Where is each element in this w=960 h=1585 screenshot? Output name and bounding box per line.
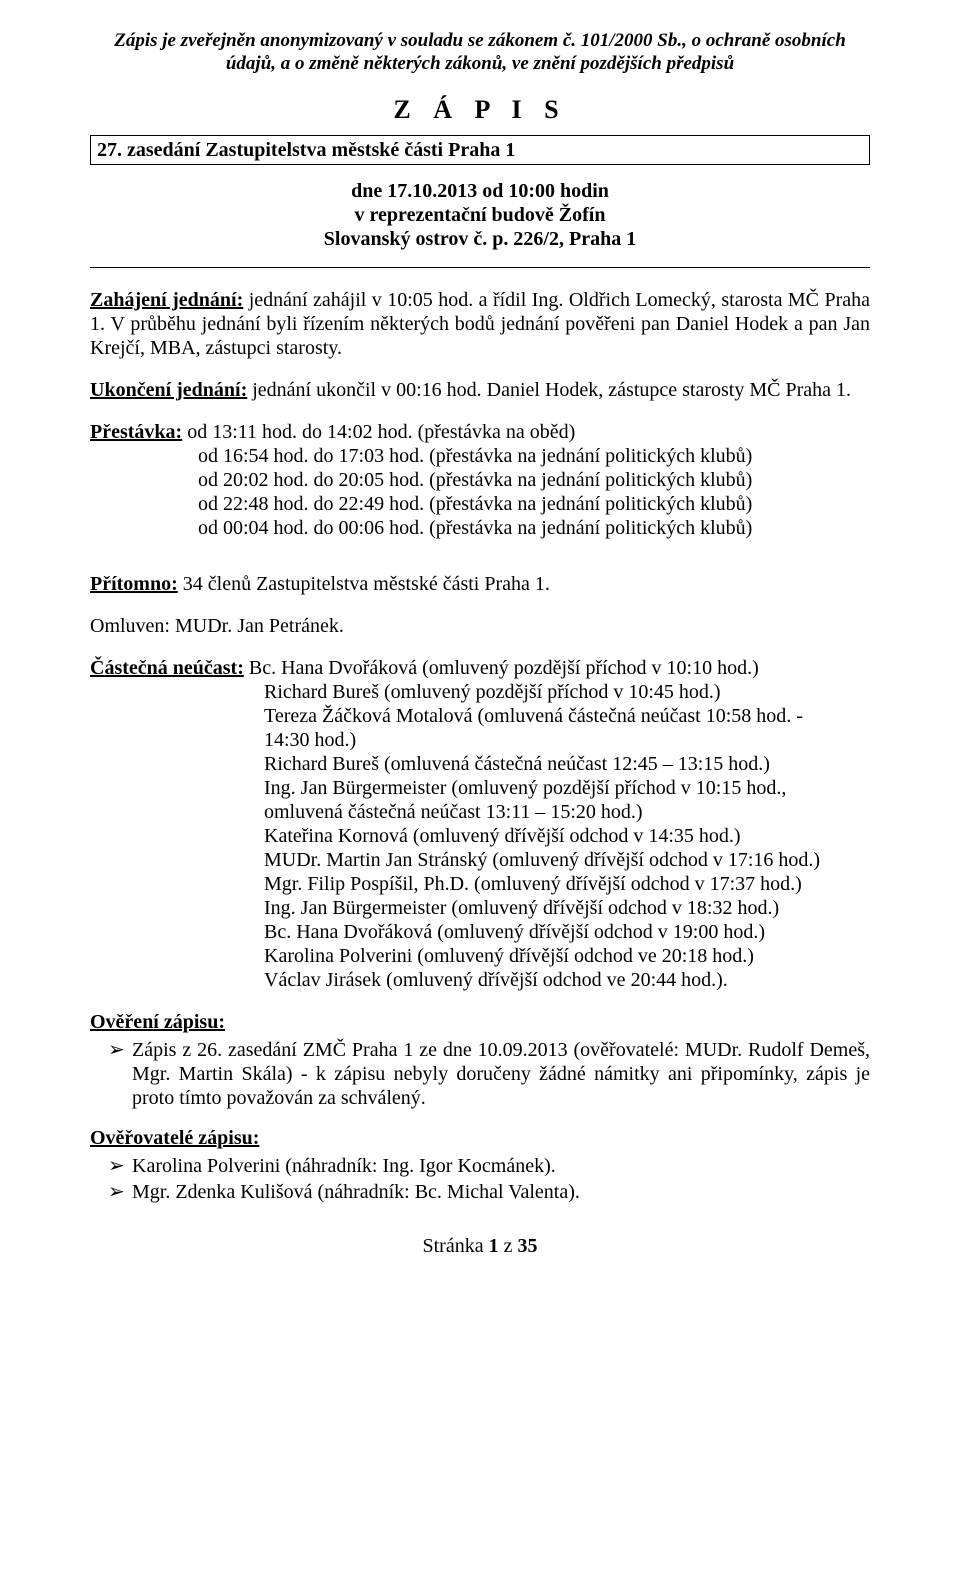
prestavka-line-3: od 22:48 hod. do 22:49 hod. (přestávka n…: [198, 492, 870, 516]
overovatele-item: Karolina Polverini (náhradník: Ing. Igor…: [108, 1154, 870, 1178]
overovatele-list: Karolina Polverini (náhradník: Ing. Igor…: [90, 1154, 870, 1204]
ukonceni-section: Ukončení jednání: jednání ukončil v 00:1…: [90, 378, 870, 402]
prestavka-line-4: od 00:04 hod. do 00:06 hod. (přestávka n…: [198, 516, 870, 540]
overeni-item: Zápis z 26. zasedání ZMČ Praha 1 ze dne …: [108, 1038, 870, 1110]
pritomno-text: 34 členů Zastupitelstva městské části Pr…: [183, 573, 550, 595]
prestavka-label: Přestávka:: [90, 421, 182, 443]
overeni-label: Ověření zápisu:: [90, 1010, 870, 1034]
neucast-line: Mgr. Filip Pospíšil, Ph.D. (omluvený dří…: [264, 872, 870, 896]
pritomno-label: Přítomno:: [90, 573, 178, 595]
spacer: [90, 558, 870, 572]
neucast-line: omluvená částečná neúčast 13:11 – 15:20 …: [264, 800, 870, 824]
neucast-line: Ing. Jan Bürgermeister (omluvený dřívějš…: [264, 896, 870, 920]
footer-page-current: 1: [489, 1235, 499, 1257]
footer-text-2: z: [499, 1235, 518, 1257]
overeni-section: Ověření zápisu: Zápis z 26. zasedání ZMČ…: [90, 1010, 870, 1110]
prestavka-line-1: od 16:54 hod. do 17:03 hod. (přestávka n…: [198, 444, 870, 468]
neucast-line: Richard Bureš (omluvená částečná neúčast…: [264, 752, 870, 776]
meeting-date: dne 17.10.2013 od 10:00 hodin: [90, 179, 870, 203]
footer-page-total: 35: [517, 1235, 537, 1257]
neucast-line: Karolina Polverini (omluvený dřívější od…: [264, 944, 870, 968]
pritomno-section: Přítomno: 34 členů Zastupitelstva městsk…: [90, 572, 870, 596]
footer-text-1: Stránka: [423, 1235, 489, 1257]
ukonceni-label: Ukončení jednání:: [90, 379, 247, 401]
zahajeni-label: Zahájení jednání:: [90, 289, 243, 311]
neucast-section: Částečná neúčast: Bc. Hana Dvořáková (om…: [90, 656, 870, 992]
omluven-text: MUDr. Jan Petránek.: [175, 615, 344, 637]
document-title: Z Á P I S: [90, 94, 870, 125]
meeting-heading-text: 27. zasedání Zastupitelstva městské část…: [97, 139, 515, 161]
meeting-place-1: v reprezentační budově Žofín: [90, 203, 870, 227]
neucast-line: Tereza Žáčková Motalová (omluvená částeč…: [264, 704, 870, 728]
document-page: Zápis je zveřejněn anonymizovaný v soula…: [0, 0, 960, 1585]
separator-line: [90, 267, 870, 268]
meeting-place-2: Slovanský ostrov č. p. 226/2, Praha 1: [90, 227, 870, 251]
neucast-line: Ing. Jan Bürgermeister (omluvený pozdějš…: [264, 776, 870, 800]
overovatele-item: Mgr. Zdenka Kulišová (náhradník: Bc. Mic…: [108, 1180, 870, 1204]
neucast-label: Částečná neúčast:: [90, 657, 244, 679]
meeting-datetime-block: dne 17.10.2013 od 10:00 hodin v reprezen…: [90, 179, 870, 251]
neucast-line: MUDr. Martin Jan Stránský (omluvený dřív…: [264, 848, 870, 872]
omluven-section: Omluven: MUDr. Jan Petránek.: [90, 614, 870, 638]
neucast-line: Bc. Hana Dvořáková (omluvený dřívější od…: [264, 920, 870, 944]
neucast-line: Richard Bureš (omluvený pozdější příchod…: [264, 680, 870, 704]
zahajeni-section: Zahájení jednání: jednání zahájil v 10:0…: [90, 288, 870, 360]
omluven-label: Omluven:: [90, 615, 170, 637]
neucast-line: Kateřina Kornová (omluvený dřívější odch…: [264, 824, 870, 848]
neucast-line: Václav Jirásek (omluvený dřívější odchod…: [264, 968, 870, 992]
meeting-heading-box: 27. zasedání Zastupitelstva městské část…: [90, 135, 870, 165]
disclaimer-text: Zápis je zveřejněn anonymizovaný v soula…: [90, 30, 870, 76]
ukonceni-text: jednání ukončil v 00:16 hod. Daniel Hode…: [252, 379, 851, 401]
prestavka-first: od 13:11 hod. do 14:02 hod. (přestávka n…: [187, 421, 575, 443]
prestavka-section: Přestávka: od 13:11 hod. do 14:02 hod. (…: [90, 420, 870, 540]
prestavka-line-2: od 20:02 hod. do 20:05 hod. (přestávka n…: [198, 468, 870, 492]
neucast-line: 14:30 hod.): [264, 728, 870, 752]
overeni-list: Zápis z 26. zasedání ZMČ Praha 1 ze dne …: [90, 1038, 870, 1110]
overovatele-label: Ověřovatelé zápisu:: [90, 1126, 870, 1150]
page-footer: Stránka 1 z 35: [90, 1234, 870, 1258]
neucast-first: Bc. Hana Dvořáková (omluvený pozdější př…: [249, 657, 759, 679]
neucast-lines: Richard Bureš (omluvený pozdější příchod…: [264, 680, 870, 992]
overovatele-section: Ověřovatelé zápisu: Karolina Polverini (…: [90, 1126, 870, 1204]
